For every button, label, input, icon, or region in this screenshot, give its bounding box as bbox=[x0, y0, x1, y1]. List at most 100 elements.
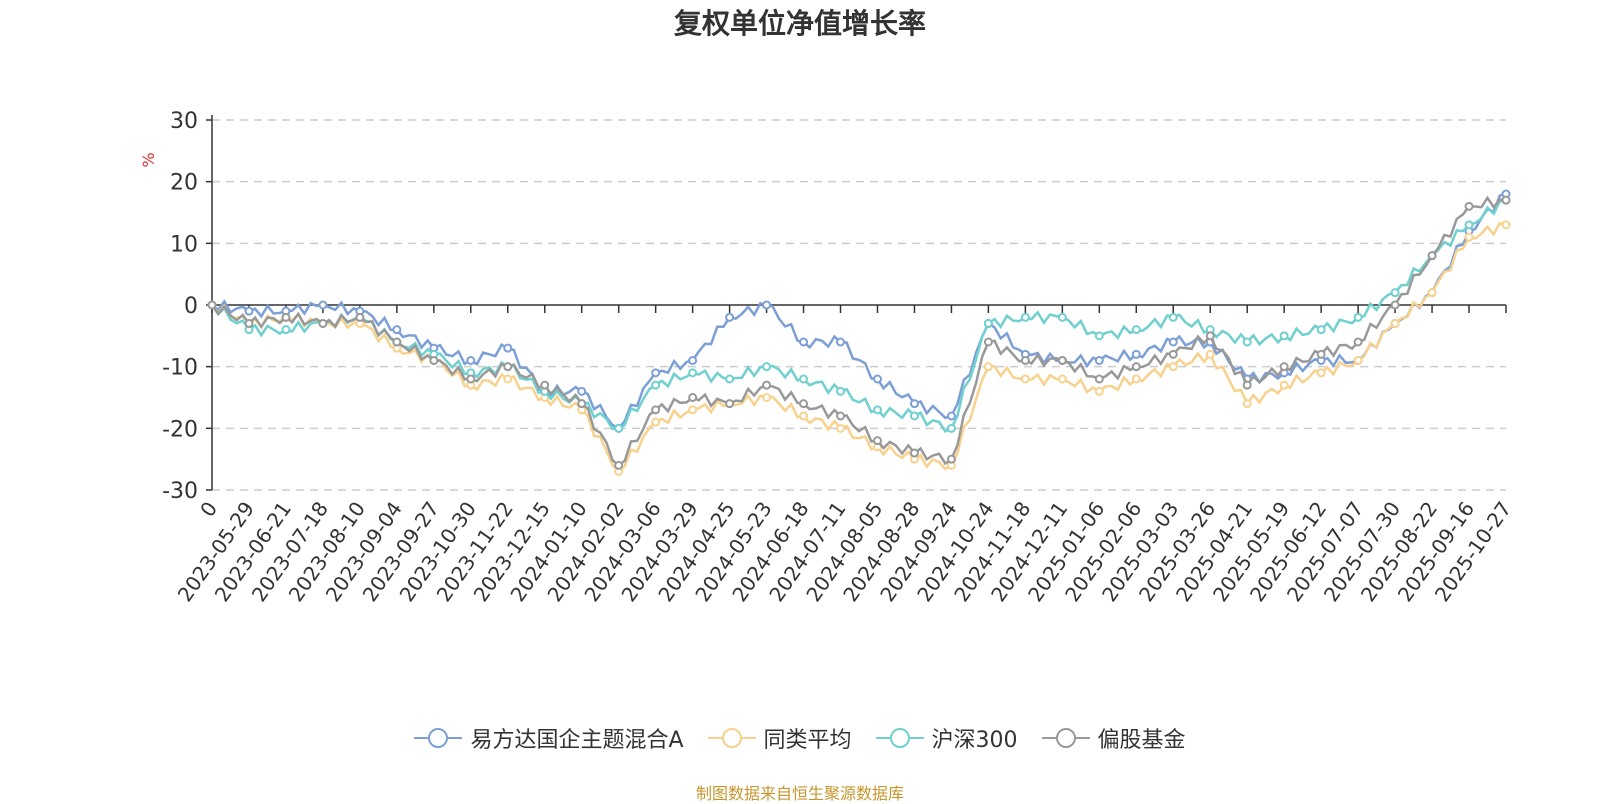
data-point bbox=[1316, 349, 1326, 359]
data-point bbox=[1131, 349, 1141, 359]
data-point bbox=[1020, 356, 1030, 365]
data-point bbox=[281, 325, 291, 335]
data-point bbox=[651, 417, 661, 427]
data-point bbox=[318, 319, 328, 328]
data-point bbox=[725, 374, 735, 384]
data-point bbox=[392, 325, 402, 335]
data-point bbox=[688, 356, 698, 365]
data-point bbox=[355, 312, 365, 322]
data-point bbox=[1094, 386, 1104, 396]
legend-marker-icon bbox=[414, 728, 463, 748]
data-point bbox=[1094, 331, 1104, 341]
data-point bbox=[1501, 195, 1511, 205]
data-point bbox=[688, 368, 698, 378]
data-point bbox=[318, 300, 328, 310]
data-point bbox=[1057, 374, 1067, 384]
data-point bbox=[1242, 399, 1252, 409]
data-point bbox=[836, 411, 846, 421]
data-point bbox=[1168, 312, 1178, 322]
data-point bbox=[983, 337, 993, 347]
y-tick-label: 0 bbox=[184, 294, 198, 319]
legend-label: 偏股基金 bbox=[1097, 728, 1186, 753]
data-point bbox=[799, 399, 809, 409]
legend-item[interactable]: 易方达国企主题混合A bbox=[414, 722, 684, 754]
series-3 bbox=[207, 195, 1511, 470]
grid-layer bbox=[212, 119, 1506, 491]
data-point bbox=[1242, 380, 1252, 390]
data-point bbox=[1205, 349, 1215, 359]
data-point bbox=[503, 374, 513, 384]
x-tick-label: 0 bbox=[195, 497, 222, 521]
data-point bbox=[946, 423, 956, 433]
legend-label: 同类平均 bbox=[763, 728, 852, 753]
data-point bbox=[1094, 374, 1104, 384]
data-point bbox=[1390, 319, 1400, 328]
data-point bbox=[1168, 337, 1178, 347]
source-note: 制图数据来自恒生聚源数据库 bbox=[695, 784, 904, 803]
series-line bbox=[210, 195, 1507, 467]
y-tick-label: -30 bbox=[162, 479, 198, 504]
data-point bbox=[983, 362, 993, 372]
data-point bbox=[1020, 374, 1030, 384]
legend-marker-icon bbox=[707, 728, 756, 748]
data-point bbox=[466, 374, 476, 384]
data-point bbox=[799, 374, 809, 384]
data-point bbox=[725, 312, 735, 322]
legend-item[interactable]: 沪深300 bbox=[875, 722, 1018, 754]
data-point bbox=[614, 460, 624, 470]
series-line bbox=[211, 192, 1507, 430]
legend-item[interactable]: 偏股基金 bbox=[1041, 722, 1186, 754]
data-point bbox=[872, 436, 882, 446]
data-point bbox=[725, 399, 735, 409]
axis-layer: 3020100-10-20-3002023-05-292023-06-21202… bbox=[162, 109, 1516, 606]
data-point bbox=[1353, 356, 1363, 365]
data-point bbox=[577, 399, 587, 409]
data-point bbox=[1464, 220, 1474, 230]
data-point bbox=[614, 423, 624, 433]
data-point bbox=[1020, 312, 1030, 322]
chart-title: 复权单位净值增长率 bbox=[673, 7, 926, 40]
data-point bbox=[909, 448, 919, 458]
data-point bbox=[1094, 356, 1104, 365]
data-point bbox=[872, 405, 882, 415]
y-axis-unit: % bbox=[139, 152, 158, 167]
legend-marker-icon bbox=[1041, 728, 1090, 748]
data-point bbox=[1168, 362, 1178, 372]
data-point bbox=[1057, 356, 1067, 365]
y-tick-label: 10 bbox=[170, 232, 198, 257]
series-layer bbox=[207, 189, 1511, 476]
data-point bbox=[1390, 300, 1400, 310]
data-point bbox=[762, 380, 772, 390]
data-point bbox=[1242, 337, 1252, 347]
data-point bbox=[392, 337, 402, 347]
data-point bbox=[1427, 251, 1437, 261]
data-point bbox=[577, 386, 587, 396]
data-point bbox=[946, 454, 956, 464]
series-2 bbox=[207, 195, 1511, 434]
data-point bbox=[281, 312, 291, 322]
data-point bbox=[1131, 374, 1141, 384]
data-point bbox=[836, 423, 846, 433]
legend-item[interactable]: 同类平均 bbox=[707, 722, 852, 754]
data-point bbox=[429, 356, 439, 365]
data-point bbox=[1279, 362, 1289, 372]
data-point bbox=[762, 362, 772, 372]
data-point bbox=[799, 411, 809, 421]
data-point bbox=[1353, 337, 1363, 347]
data-point bbox=[1464, 201, 1474, 211]
data-point bbox=[244, 306, 254, 316]
data-point bbox=[651, 405, 661, 415]
data-point bbox=[1279, 331, 1289, 341]
legend-label: 沪深300 bbox=[931, 728, 1018, 753]
legend: 易方达国企主题混合A 同类平均 沪深300 偏股基金 bbox=[0, 722, 1600, 754]
data-point bbox=[909, 399, 919, 409]
data-point bbox=[1353, 312, 1363, 322]
data-point bbox=[909, 411, 919, 421]
data-point bbox=[1390, 288, 1400, 298]
data-point bbox=[1501, 220, 1511, 230]
data-point bbox=[466, 356, 476, 365]
legend-label: 易方达国企主题混合A bbox=[470, 728, 684, 753]
data-point bbox=[688, 405, 698, 415]
data-point bbox=[836, 337, 846, 347]
